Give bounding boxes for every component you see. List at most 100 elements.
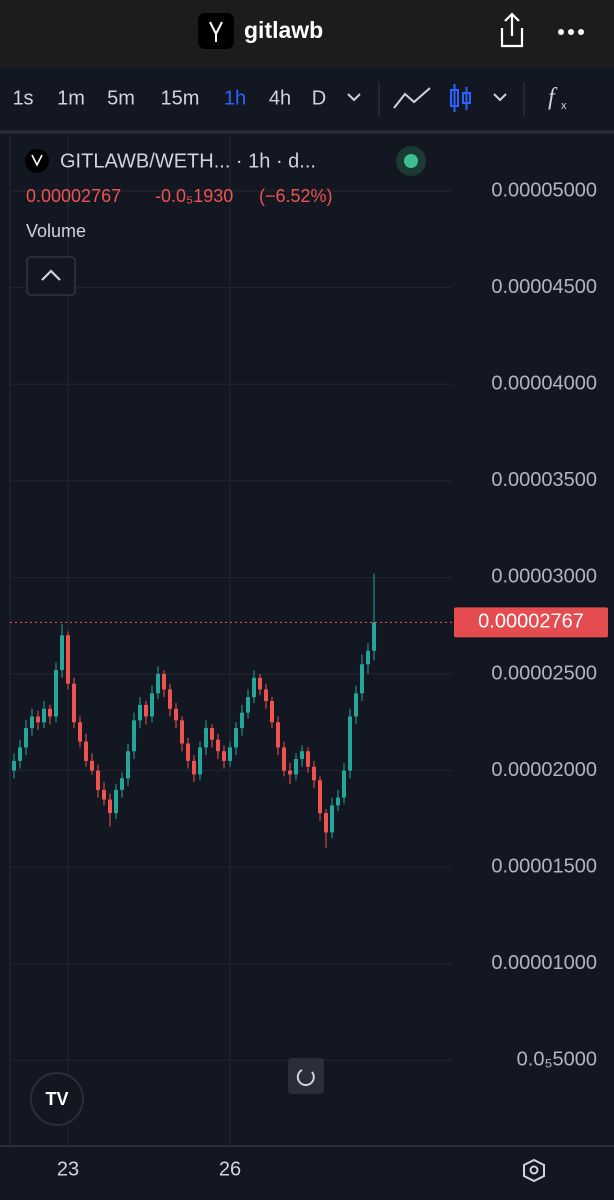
candle-body: [36, 716, 40, 723]
reset-button[interactable]: [288, 1058, 324, 1094]
chart-type-dropdown[interactable]: [493, 93, 507, 102]
indicators-button[interactable]: f: [548, 85, 558, 111]
candle-body: [102, 789, 106, 800]
interval-button[interactable]: 1m: [57, 87, 85, 109]
y-tick-label: 0.00005000: [491, 179, 597, 201]
candle-body: [336, 797, 340, 806]
candle-body: [138, 704, 142, 721]
time-axis: 23 26: [57, 1158, 241, 1180]
y-tick-label: 0.00004500: [491, 276, 597, 298]
candle-body: [348, 716, 352, 771]
interval-button[interactable]: D: [312, 87, 326, 109]
interval-button[interactable]: 1s: [12, 87, 33, 109]
candle-body: [282, 747, 286, 771]
last-price-tag: [454, 607, 608, 638]
candle-body: [300, 751, 304, 759]
candle-body: [42, 708, 46, 723]
candle-body: [186, 743, 190, 761]
candle-body: [204, 728, 208, 748]
candle-body: [252, 677, 256, 698]
candle-body: [240, 712, 244, 729]
interval-button[interactable]: 5m: [107, 87, 135, 109]
candle-body: [288, 770, 292, 775]
interval-button[interactable]: 4h: [269, 87, 291, 109]
candle-body: [156, 673, 160, 694]
candle-body: [150, 693, 154, 717]
candle-body: [24, 728, 28, 748]
tradingview-logo[interactable]: [30, 1072, 84, 1126]
candle-body: [168, 689, 172, 709]
candle-body: [234, 728, 238, 748]
candle-body: [192, 760, 196, 775]
page-title: gitlawb: [244, 17, 323, 43]
candle-body: [276, 722, 280, 748]
candle-body: [198, 747, 202, 775]
candles: [12, 573, 376, 848]
x-tick-label: 26: [219, 1158, 241, 1180]
indicators-button-sub: x: [561, 100, 567, 112]
last-price-label: 0.00002767: [478, 611, 584, 633]
share-button[interactable]: [500, 12, 524, 48]
tradingview-logo-mark: TV: [45, 1089, 68, 1109]
candle-body: [120, 778, 124, 790]
legend-price: 0.00002767: [26, 186, 121, 206]
settings-icon-core: [529, 1165, 539, 1175]
candle-body: [222, 751, 226, 761]
candle-body: [306, 751, 310, 767]
y-tick-label: 0.00004000: [491, 372, 597, 394]
y-tick-label: 0.00001500: [491, 855, 597, 877]
collapse-legend[interactable]: [26, 256, 76, 296]
candle-body: [342, 770, 346, 798]
y-tick-label: 0.00003500: [491, 469, 597, 491]
candle-body: [354, 693, 358, 717]
candle-body: [330, 805, 334, 833]
candle-body: [366, 650, 370, 665]
grid: [10, 134, 452, 1145]
candle-body: [360, 664, 364, 694]
candle-body: [60, 635, 64, 671]
overlay: 0.0₅5000 0.00001000 0.00001500 0.00002000 0.…: [10, 179, 608, 1071]
candle-body: [48, 708, 52, 717]
interval-button[interactable]: 15m: [161, 87, 200, 109]
interval-dropdown[interactable]: [347, 93, 361, 102]
candle-body: [132, 720, 136, 752]
candle-body: [126, 751, 130, 779]
candle-body: [264, 689, 268, 702]
toolbar: [0, 68, 614, 132]
candle-body: [90, 760, 94, 771]
app-logo[interactable]: [198, 13, 234, 49]
candle-body: [84, 741, 88, 761]
market-status-dot: [404, 154, 418, 168]
candle-body: [162, 673, 166, 690]
symbol-title: GITLAWB/WETH... · 1h · d...: [60, 150, 316, 172]
candle-body: [294, 758, 298, 775]
y-tick-label: 0.00002000: [491, 759, 597, 781]
y-tick-label: 0.00002500: [491, 662, 597, 684]
candle-body: [66, 635, 70, 684]
candle-body: [258, 677, 262, 690]
candle-body: [114, 789, 118, 814]
symbol-logo-glyph: [31, 154, 43, 167]
interval-list: 1s 1m 5m 15m 1h 4h D: [12, 87, 326, 109]
candle-chart-button[interactable]: [450, 84, 471, 112]
candle-body: [246, 697, 250, 713]
candle-body: [18, 747, 22, 761]
candle-body: [372, 622, 376, 651]
y-tick-label: 0.00003000: [491, 566, 597, 588]
y-tick-label: 0.0₅5000: [517, 1049, 597, 1071]
candle-body: [30, 716, 34, 729]
symbol-logo: [25, 149, 49, 173]
legend-change: -0.0₅1930: [155, 186, 233, 206]
logo-glyph: [209, 21, 223, 42]
candle-body: [108, 799, 112, 814]
collapse-icon: [41, 269, 61, 281]
reset-icon: [296, 1069, 315, 1087]
line-chart-button[interactable]: [393, 87, 431, 109]
more-button[interactable]: [558, 29, 584, 35]
candle-body: [318, 780, 322, 814]
interval-button[interactable]: 1h: [224, 87, 246, 109]
settings-button[interactable]: [523, 1158, 545, 1183]
y-tick-label: 0.00001000: [491, 952, 597, 974]
candle-body: [54, 670, 58, 717]
